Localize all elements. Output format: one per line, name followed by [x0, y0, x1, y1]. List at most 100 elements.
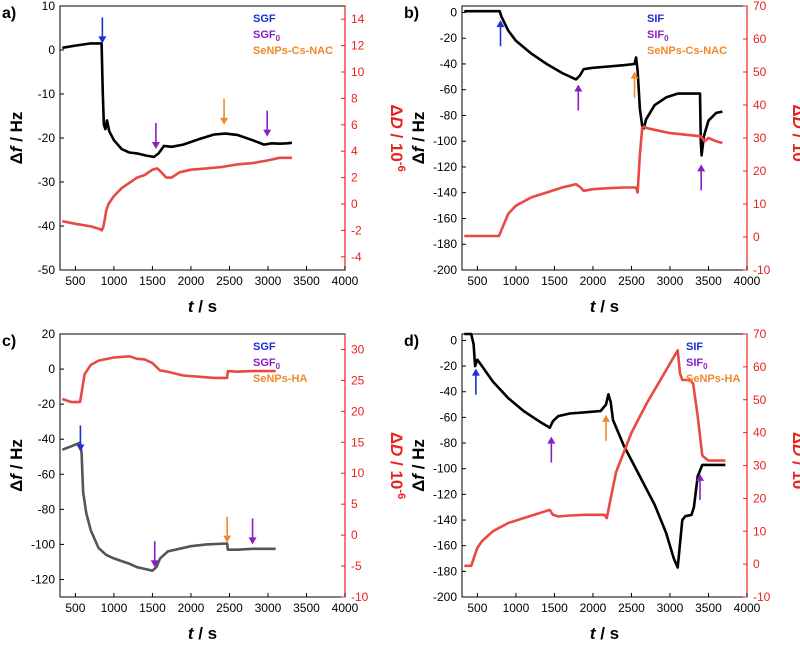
x-tick-label: 1500 [139, 601, 166, 615]
x-tick-label: 2500 [216, 601, 243, 615]
dissipation-shift-line [62, 156, 292, 232]
y-left-label-var: f [409, 472, 428, 480]
y-left-label-delta: Δ [409, 480, 428, 492]
injection-arrow [76, 425, 85, 452]
x-tick-label: 2000 [580, 601, 607, 615]
x-tick-label: 1000 [101, 601, 128, 615]
injection-arrow [223, 516, 232, 543]
y-left-tick-label: -60 [38, 467, 56, 481]
y-right-label-exp: -6 [395, 162, 407, 172]
x-axis-label: t / s [188, 297, 217, 316]
x-tick-label: 4000 [332, 274, 359, 288]
legend-entry: SIF [647, 13, 664, 25]
arrow-head [223, 535, 232, 543]
y-right-tick-label: 30 [753, 459, 767, 473]
legend-entry: SeNPs-HA [686, 373, 740, 385]
legend-text: SGF [253, 13, 276, 25]
y-left-label-unit: / Hz [7, 439, 26, 474]
y-right-tick-label: 20 [753, 164, 767, 178]
panel-label: a) [2, 5, 16, 22]
y-left-tick-label: -200 [433, 263, 457, 277]
legend-entry: SGF [253, 341, 276, 353]
legend-text: SGF [253, 357, 276, 369]
panel-label: d) [404, 333, 419, 350]
y-right-tick-label: 70 [753, 327, 767, 341]
panel-d: d)500 1000 1500 2000 2500 3000 3500 40000-20-40… [404, 327, 800, 643]
injection-arrow [547, 436, 556, 463]
x-tick-label: 3500 [293, 601, 320, 615]
legend-entry: SeNPs-Cs-NAC [647, 45, 727, 57]
x-tick-label: 1500 [139, 274, 166, 288]
x-axis-label: t / s [590, 624, 619, 643]
arrow-head [697, 164, 706, 172]
x-tick-label: 3000 [657, 274, 684, 288]
injection-arrow [696, 473, 705, 500]
injection-arrow [248, 518, 257, 545]
x-axis-label: t / s [188, 624, 217, 643]
x-tick-label: 3000 [255, 601, 282, 615]
injection-arrow [98, 17, 107, 44]
y-right-label-delta: Δ [387, 432, 406, 444]
x-tick-label: 1000 [503, 274, 530, 288]
y-right-axis-label: ΔD / 10-6 [387, 432, 407, 499]
y-right-tick-label: 4 [351, 144, 358, 158]
y-left-tick-label: -40 [38, 219, 56, 233]
legend-entry: SeNPs-Cs-NAC [253, 45, 333, 57]
injection-arrow [496, 20, 505, 47]
y-right-tick-label: 30 [753, 131, 767, 145]
arrow-head [496, 20, 505, 28]
x-tick-label: 1500 [541, 274, 568, 288]
injection-arrow [471, 368, 480, 395]
y-right-label-var: D [789, 444, 800, 456]
y-right-tick-label: 50 [753, 393, 767, 407]
y-right-tick-label: 60 [753, 360, 767, 374]
y-right-tick-label: -5 [351, 559, 362, 573]
arrow-head [471, 368, 480, 376]
y-left-tick-label: -40 [38, 432, 56, 446]
y-left-tick-label: -160 [433, 211, 457, 225]
y-left-tick-label: -160 [433, 539, 457, 553]
legend-text: SeNPs-Cs-NAC [253, 45, 333, 57]
panel-a: a)500 1000 1500 2000 2500 3000 3500 4000100-10-… [2, 0, 407, 316]
x-axis-label-var: t [590, 624, 597, 643]
arrow-head [151, 142, 160, 149]
y-left-tick-label: -100 [433, 134, 457, 148]
y-left-tick-label: -180 [433, 564, 457, 578]
y-right-tick-label: 6 [351, 118, 358, 132]
y-right-tick-label: 2 [351, 171, 358, 185]
frequency-shift-line [464, 9, 723, 157]
legend-text: SIF [647, 13, 664, 25]
arrow-head [98, 36, 107, 44]
y-right-label-delta: Δ [789, 432, 800, 444]
y-left-tick-label: 10 [42, 0, 56, 13]
y-left-label-unit: / Hz [409, 112, 428, 147]
x-tick-label: 2500 [216, 274, 243, 288]
y-right-label-delta: Δ [789, 104, 800, 116]
arrow-head [76, 444, 85, 452]
y-left-axis-label: Δf / Hz [7, 112, 26, 165]
legend-text: SGF [253, 29, 276, 41]
panel-label: b) [404, 5, 419, 22]
x-axis-label-unit: / s [194, 297, 218, 316]
y-left-tick-label: -60 [440, 83, 458, 97]
y-left-tick-label: 0 [48, 362, 55, 376]
legend-subscript: 0 [703, 362, 708, 371]
y-left-label-delta: Δ [7, 152, 26, 164]
y-right-label-unit: / 10 [789, 129, 800, 162]
legend-entry: SGF0 [253, 29, 281, 43]
y-left-tick-label: -20 [440, 359, 458, 373]
injection-arrow [697, 164, 706, 191]
y-right-axis-label: ΔD / 10-6 [789, 104, 800, 171]
y-right-label-exp: -6 [395, 489, 407, 499]
y-left-tick-label: -80 [440, 436, 458, 450]
y-right-tick-label: 0 [351, 528, 358, 542]
injection-arrow [630, 71, 639, 98]
arrow-head [220, 117, 229, 125]
arrow-head [150, 560, 159, 568]
frequency-shift-line [61, 441, 276, 572]
legend-text: SIF [686, 341, 703, 353]
legend-entry: SGF [253, 13, 276, 25]
legend-text: SeNPs-HA [686, 373, 740, 385]
y-left-tick-label: -40 [440, 57, 458, 71]
y-right-tick-label: 5 [351, 497, 358, 511]
